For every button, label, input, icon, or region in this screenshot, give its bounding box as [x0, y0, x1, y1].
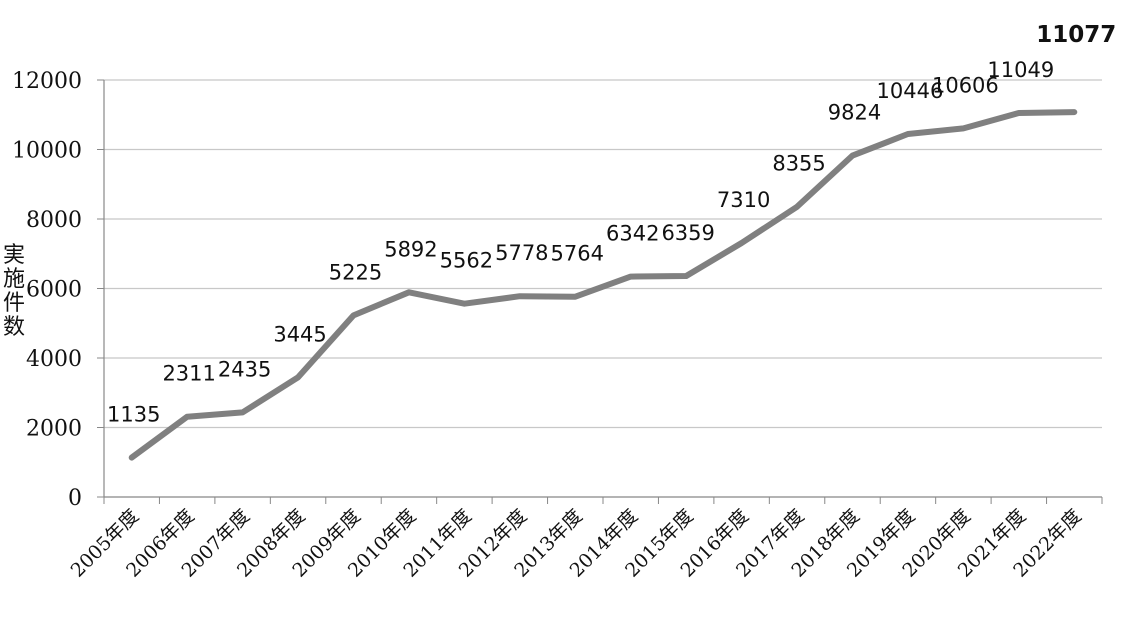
data-label-2013年度: 5764 — [551, 242, 604, 266]
series-line — [128, 109, 1078, 461]
data-label-2010年度: 5892 — [384, 237, 437, 261]
series-line-group — [128, 109, 1078, 461]
data-label-2019年度: 10446 — [877, 79, 944, 103]
y-tick-label-6000: 6000 — [26, 278, 82, 303]
data-label-2018年度: 9824 — [828, 101, 881, 125]
y-axis-label: 実施件数 — [3, 243, 25, 340]
data-label-2005年度: 1135 — [107, 403, 160, 427]
y-tick-label-0: 0 — [68, 486, 82, 511]
data-label-2007年度: 2435 — [218, 357, 271, 381]
data-label-2015年度: 6359 — [661, 221, 714, 245]
x-axis-ticks: 2005年度2006年度2007年度2008年度2009年度2010年度2011… — [67, 497, 1103, 582]
data-label-2021年度: 11049 — [987, 58, 1054, 82]
y-tick-label-2000: 2000 — [26, 417, 82, 442]
y-axis-label-char: 施 — [3, 267, 25, 292]
data-label-2016年度: 7310 — [717, 188, 770, 212]
data-label-2012年度: 5778 — [495, 241, 548, 265]
data-label-2006年度: 2311 — [162, 362, 215, 386]
data-label-2020年度: 10606 — [932, 73, 999, 97]
y-tick-label-12000: 12000 — [12, 69, 82, 94]
data-label-2017年度: 8355 — [772, 152, 825, 176]
data-label-2008年度: 3445 — [273, 322, 326, 346]
y-tick-label-4000: 4000 — [26, 347, 82, 372]
data-label-2022年度: 11077 — [1036, 22, 1116, 48]
y-axis-label-char: 数 — [3, 315, 25, 340]
y-axis-ticks: 0 2000 4000 6000 8000 10000 12000 — [12, 69, 104, 511]
data-label-2014年度: 6342 — [606, 222, 659, 246]
data-label-2011年度: 5562 — [440, 249, 493, 273]
y-tick-label-10000: 10000 — [12, 139, 82, 164]
y-tick-label-8000: 8000 — [26, 208, 82, 233]
y-axis-label-char: 実 — [3, 243, 25, 268]
y-axis-label-char: 件 — [3, 291, 25, 316]
data-label-2009年度: 5225 — [329, 260, 382, 284]
